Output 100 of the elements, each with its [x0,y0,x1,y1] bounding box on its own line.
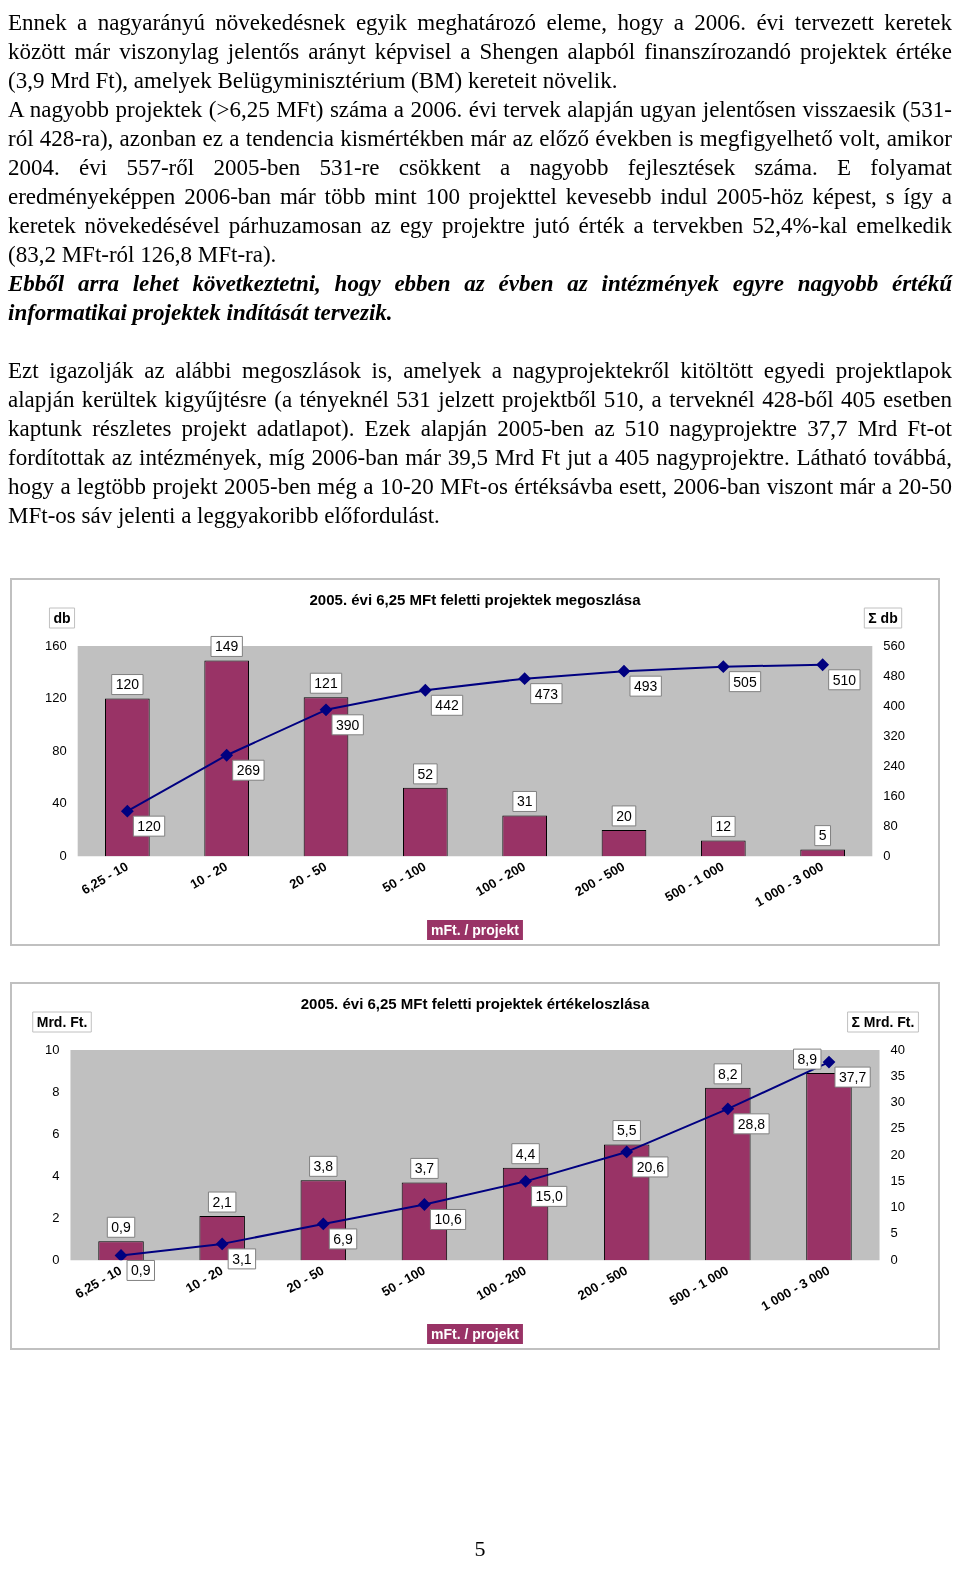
y2-tick-label: 30 [890,1094,906,1110]
y-tick-label: 40 [52,795,67,811]
data-label: 3,7 [414,1160,435,1177]
y2-tick-label: 400 [883,697,906,713]
x-tick-label: 10 - 20 [187,858,230,892]
x-axis-title: mFt. / projekt [431,1325,520,1342]
point [317,1217,330,1230]
data-label: 5,5 [616,1122,637,1139]
chart-title: 2005. évi 6,25 MFt feletti projektek megoszlása [309,591,642,609]
y-tick-label: 2 [52,1209,60,1225]
data-label: 120 [137,818,161,834]
y2-tick-label: 5 [890,1225,898,1241]
y-tick-label: 10 [44,1041,60,1057]
x-tick-label: 200 - 500 [572,858,628,900]
x-tick-label: 20 - 50 [286,858,330,892]
data-label: 473 [534,685,559,702]
data-label: 0,9 [131,1262,151,1279]
x-tick-label: 20 - 50 [284,1262,327,1296]
x-tick-label: 1 000 - 3 000 [758,1262,833,1314]
data-label: 3,8 [313,1158,334,1175]
x-tick-label: 6,25 - 10 [78,858,131,898]
y2-tick-label: 80 [883,817,898,833]
y2-tick-label: 0 [890,1251,898,1267]
data-label: 12 [715,818,732,835]
data-label: 505 [733,673,757,690]
data-label: 15,0 [535,1188,564,1205]
data-label: 4,4 [515,1145,536,1162]
data-label: 31 [516,793,533,810]
y2-axis-title: Σ db [868,609,898,626]
y2-tick-label: 320 [883,727,906,743]
x-tick-label: 6,25 - 10 [72,1262,125,1302]
y2-tick-label: 240 [883,757,906,773]
point [518,672,531,685]
y2-tick-label: 10 [890,1199,906,1215]
x-tick-label: 50 - 100 [379,858,429,896]
x-axis-title: mFt. / projekt [431,921,520,938]
y2-tick-label: 480 [883,667,906,683]
x-tick-label: 500 - 1 000 [666,1262,732,1309]
point [419,684,432,697]
text: Ebből arra lehet következtetni, hogy ebben az évben az intézmények egyre nagyobb értékű informatikai projektek indítását tervezik. [8,270,952,327]
point [121,805,134,818]
y-tick-label: 0 [59,847,67,863]
x-tick-label: 200 - 500 [574,1262,630,1304]
data-label: 6,9 [333,1230,353,1247]
data-label: 37,7 [838,1068,867,1085]
point [220,749,233,762]
point [816,658,829,671]
x-tick-label: 10 - 20 [182,1262,226,1296]
data-label: 120 [115,676,140,693]
data-label: 10,6 [434,1211,462,1228]
point [320,703,333,716]
data-label: 2,1 [212,1193,233,1210]
y-tick-label: 160 [44,637,67,653]
data-label: 0,9 [111,1219,131,1236]
text: Ennek a nagyarányú növekedésnek egyik meghatározó eleme, hogy a 2006. évi tervezett keretek között már viszonylag jelentős arányt képvisel a Shengen alapból finanszírozandó projektek értéke (3,9 Mrd Ft), amelyek Belügyminisztérium (BM) kereteit növelik. [8,9,952,95]
point [519,1175,532,1188]
y2-tick-label: 15 [890,1172,906,1188]
x-tick-label: 100 - 200 [473,1262,529,1304]
data-label: 442 [435,697,459,714]
data-label: 5 [818,827,827,844]
y2-axis-title: Σ Mrd. Ft. [851,1013,915,1030]
data-label: 20,6 [636,1158,665,1175]
point [721,1102,734,1115]
y-tick-label: 4 [52,1167,60,1183]
x-tick-label: 50 - 100 [378,1262,428,1300]
data-label: 20 [616,807,632,824]
y-tick-label: 80 [52,742,67,758]
chart-title: 2005. évi 6,25 MFt feletti projektek értékeloszlása [300,995,650,1013]
y2-tick-label: 25 [890,1120,906,1136]
point [822,1056,835,1069]
text: 5 [473,1536,487,1562]
data-label: 510 [832,671,857,688]
y-tick-label: 120 [44,690,67,706]
y-axis-title: db [53,609,71,626]
y2-tick-label: 35 [890,1067,906,1083]
y2-tick-label: 40 [890,1041,906,1057]
text: Ezt igazolják az alábbi megoszlások is, amelyek a nagyprojektekről kitöltött egyedi projektlapok alapján kerültek kigyűjtésre (a tényeknél 531 jelzett projektből 510, a terveknél 428-ből 405 esetben kaptunk részletes projekt adatlapot). Ezek alapján 2005-ben az 510 nagyprojektre 37,7 Mrd Ft-ot fordítottak az intézmények, míg 2006-ban már 39,5 Mrd Ft jut a 405 nagyprojektre. Látható továbbá, hogy a legtöbb projekt 2005-ben még a 10-20 MFt-os értéksávba esett, 2006-ban viszont már a 20-50 MFt-os sáv jelenti a leggyakoribb előfordulást. [8,357,952,530]
point [717,660,730,673]
data-label: 121 [314,675,338,692]
x-tick-label: 100 - 200 [472,858,528,900]
y-tick-label: 0 [52,1251,60,1267]
y-axis-title: Mrd. Ft. [36,1013,88,1030]
data-label: 269 [236,762,261,779]
data-label: 52 [417,765,434,782]
y-tick-label: 6 [52,1125,60,1141]
data-label: 8,2 [718,1065,738,1082]
point [620,1145,633,1158]
point [617,665,630,678]
x-tick-label: 1 000 - 3 000 [752,858,826,910]
data-label: 149 [215,638,239,655]
data-label: 390 [336,716,360,733]
y2-tick-label: 160 [883,787,906,803]
point [418,1198,431,1211]
data-label: 8,9 [797,1050,818,1067]
y2-tick-label: 0 [883,847,891,863]
data-label: 28,8 [737,1115,766,1132]
x-tick-label: 500 - 1 000 [662,858,727,905]
y-tick-label: 8 [52,1083,60,1099]
text: A nagyobb projektek (>6,25 MFt) száma a 2006. évi tervek alapján ugyan jelentősen visszaesik (531-ról 428-ra), azonban ez a tendencia kismértékben már az előző években is megfigyelhető volt, amikor 2004. évi 557-ről 2005-ben 531-re csökkent a nagyobb fejlesztések száma. E folyamat eredményeképpen 2006-ban már több mint 100 projekttel kevesebb indul 2005-höz képest, s így a keretek növekedésével párhuzamosan az egy projektre jutó érték a tervekben 52,4%-kal emelkedik (83,2 MFt-ról 126,8 MFt-ra). [8,96,952,269]
y2-tick-label: 560 [883,637,906,653]
